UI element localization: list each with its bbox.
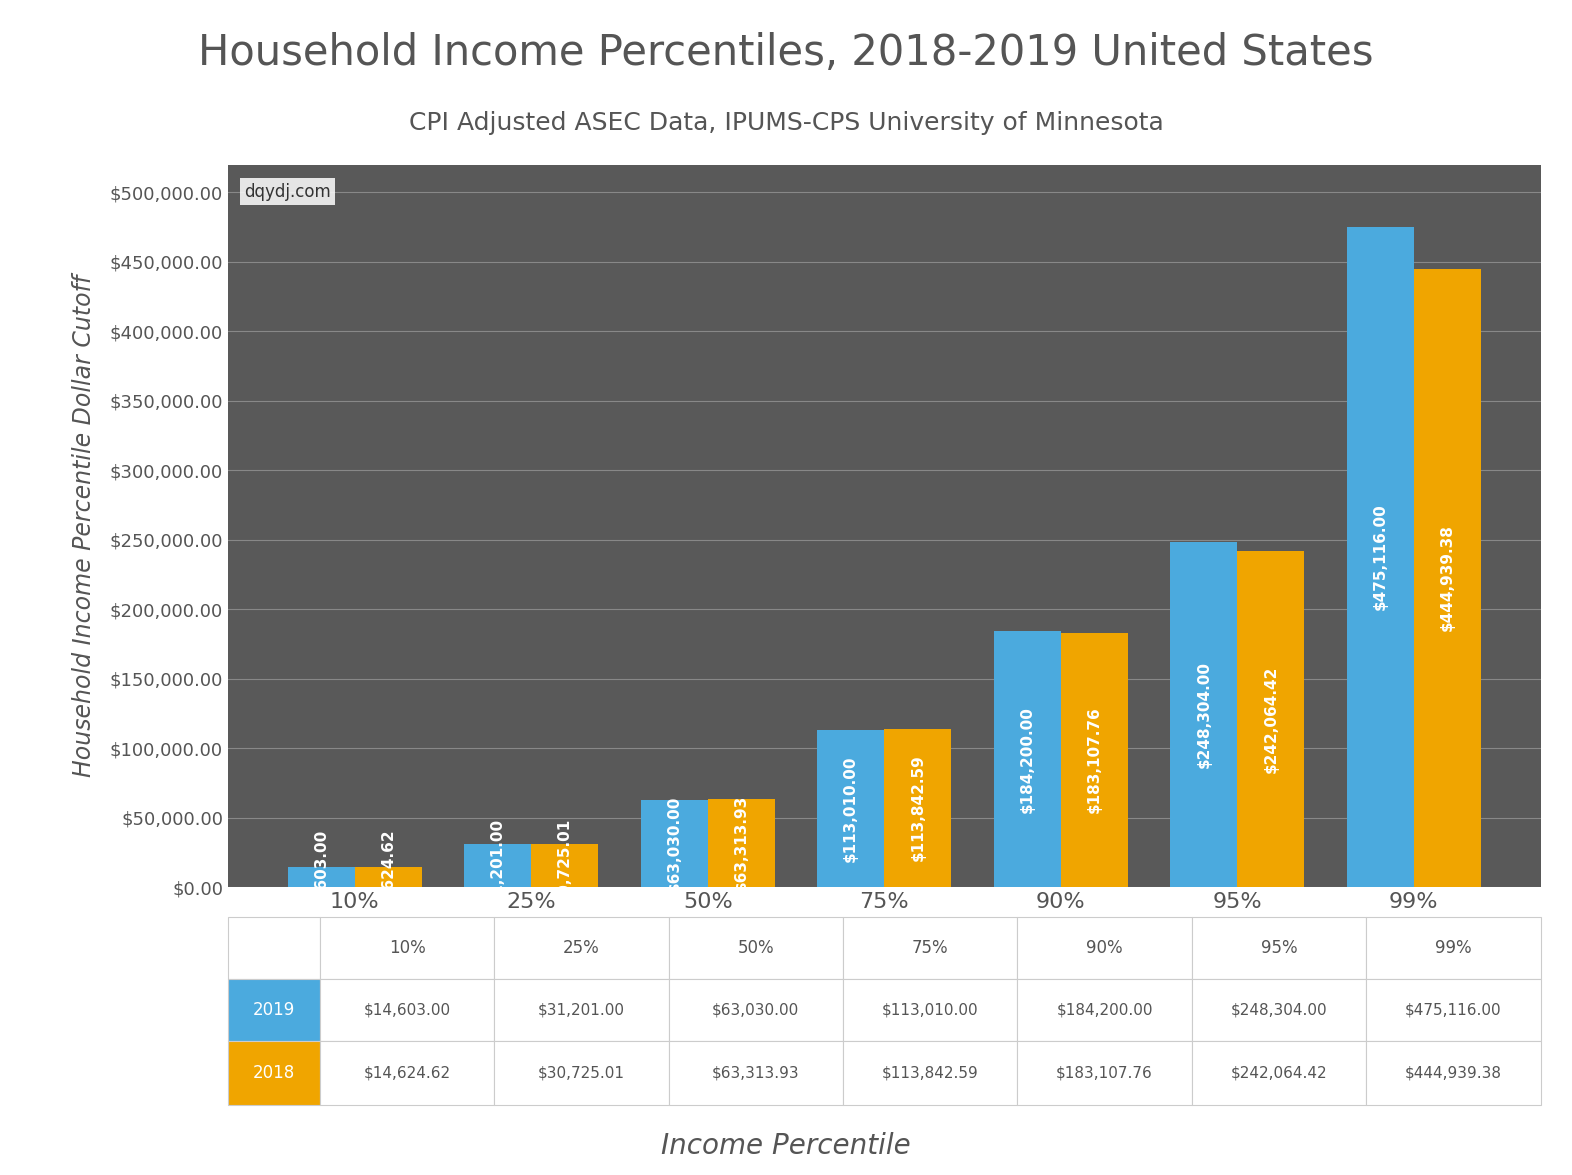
Bar xyxy=(843,916,1017,979)
Text: 95%: 95% xyxy=(1261,939,1297,956)
Bar xyxy=(288,867,355,887)
Text: CPI Adjusted ASEC Data, IPUMS-CPS University of Minnesota: CPI Adjusted ASEC Data, IPUMS-CPS Univer… xyxy=(409,112,1163,135)
Text: $30,725.01: $30,725.01 xyxy=(556,818,572,914)
Text: $183,107.76: $183,107.76 xyxy=(1086,706,1102,813)
Text: 90%: 90% xyxy=(1086,939,1122,956)
Bar xyxy=(1237,551,1305,887)
Bar xyxy=(1366,916,1541,979)
Text: $183,107.76: $183,107.76 xyxy=(1056,1065,1152,1080)
Text: $14,624.62: $14,624.62 xyxy=(363,1065,451,1080)
Bar xyxy=(1192,979,1366,1041)
Bar xyxy=(668,1041,843,1104)
Text: $242,064.42: $242,064.42 xyxy=(1264,665,1278,773)
Text: $14,624.62: $14,624.62 xyxy=(380,828,396,925)
Bar xyxy=(494,979,668,1041)
Text: Income Percentile: Income Percentile xyxy=(662,1132,910,1160)
Text: $475,116.00: $475,116.00 xyxy=(1372,504,1388,610)
Bar xyxy=(1170,542,1237,887)
Bar xyxy=(319,916,494,979)
Bar xyxy=(883,728,951,887)
Text: 10%: 10% xyxy=(388,939,426,956)
Bar xyxy=(1413,269,1481,887)
Text: Household Income Percentiles, 2018-2019 United States: Household Income Percentiles, 2018-2019 … xyxy=(198,32,1374,74)
Text: $475,116.00: $475,116.00 xyxy=(1405,1002,1501,1018)
Text: $248,304.00: $248,304.00 xyxy=(1196,662,1212,768)
Bar xyxy=(531,845,599,887)
Bar xyxy=(228,916,319,979)
Text: 2018: 2018 xyxy=(253,1063,296,1081)
Bar xyxy=(355,867,421,887)
Bar xyxy=(464,844,531,887)
Text: $113,010.00: $113,010.00 xyxy=(843,756,858,861)
Bar xyxy=(1366,979,1541,1041)
Bar xyxy=(1017,916,1192,979)
Text: $184,200.00: $184,200.00 xyxy=(1020,706,1034,813)
Bar xyxy=(707,799,775,887)
Text: $31,201.00: $31,201.00 xyxy=(538,1002,626,1018)
Bar xyxy=(494,916,668,979)
Text: $14,603.00: $14,603.00 xyxy=(314,828,329,925)
Bar xyxy=(994,631,1061,887)
Text: $63,030.00: $63,030.00 xyxy=(667,795,682,892)
Text: 2019: 2019 xyxy=(253,1001,296,1019)
Text: $63,313.93: $63,313.93 xyxy=(712,1065,800,1080)
Bar xyxy=(1017,1041,1192,1104)
Text: $184,200.00: $184,200.00 xyxy=(1056,1002,1152,1018)
Text: dqydj.com: dqydj.com xyxy=(244,182,330,201)
Bar xyxy=(1192,1041,1366,1104)
Text: $113,842.59: $113,842.59 xyxy=(882,1065,978,1080)
Bar xyxy=(817,730,883,887)
Bar xyxy=(494,1041,668,1104)
Text: 50%: 50% xyxy=(737,939,773,956)
Bar xyxy=(228,1041,319,1104)
Bar xyxy=(1061,632,1127,887)
Text: $444,939.38: $444,939.38 xyxy=(1440,524,1454,631)
Text: $248,304.00: $248,304.00 xyxy=(1231,1002,1327,1018)
Bar xyxy=(319,979,494,1041)
Text: $63,030.00: $63,030.00 xyxy=(712,1002,800,1018)
Bar xyxy=(668,916,843,979)
Text: 75%: 75% xyxy=(912,939,948,956)
Text: $30,725.01: $30,725.01 xyxy=(538,1065,626,1080)
Bar xyxy=(319,1041,494,1104)
Text: $63,313.93: $63,313.93 xyxy=(734,795,748,892)
Bar xyxy=(843,1041,1017,1104)
Bar xyxy=(228,979,319,1041)
Bar xyxy=(1366,1041,1541,1104)
Bar xyxy=(668,979,843,1041)
Y-axis label: Household Income Percentile Dollar Cutoff: Household Income Percentile Dollar Cutof… xyxy=(72,275,96,777)
Bar xyxy=(1347,227,1413,887)
Text: $444,939.38: $444,939.38 xyxy=(1405,1065,1501,1080)
Text: 25%: 25% xyxy=(563,939,601,956)
Text: $31,201.00: $31,201.00 xyxy=(490,818,505,913)
Text: 99%: 99% xyxy=(1435,939,1471,956)
Bar xyxy=(1192,916,1366,979)
Text: $14,603.00: $14,603.00 xyxy=(363,1002,451,1018)
Text: $242,064.42: $242,064.42 xyxy=(1231,1065,1327,1080)
Bar xyxy=(1017,979,1192,1041)
Bar xyxy=(843,979,1017,1041)
Bar xyxy=(641,799,707,887)
Text: $113,010.00: $113,010.00 xyxy=(882,1002,978,1018)
Text: $113,842.59: $113,842.59 xyxy=(910,754,926,861)
